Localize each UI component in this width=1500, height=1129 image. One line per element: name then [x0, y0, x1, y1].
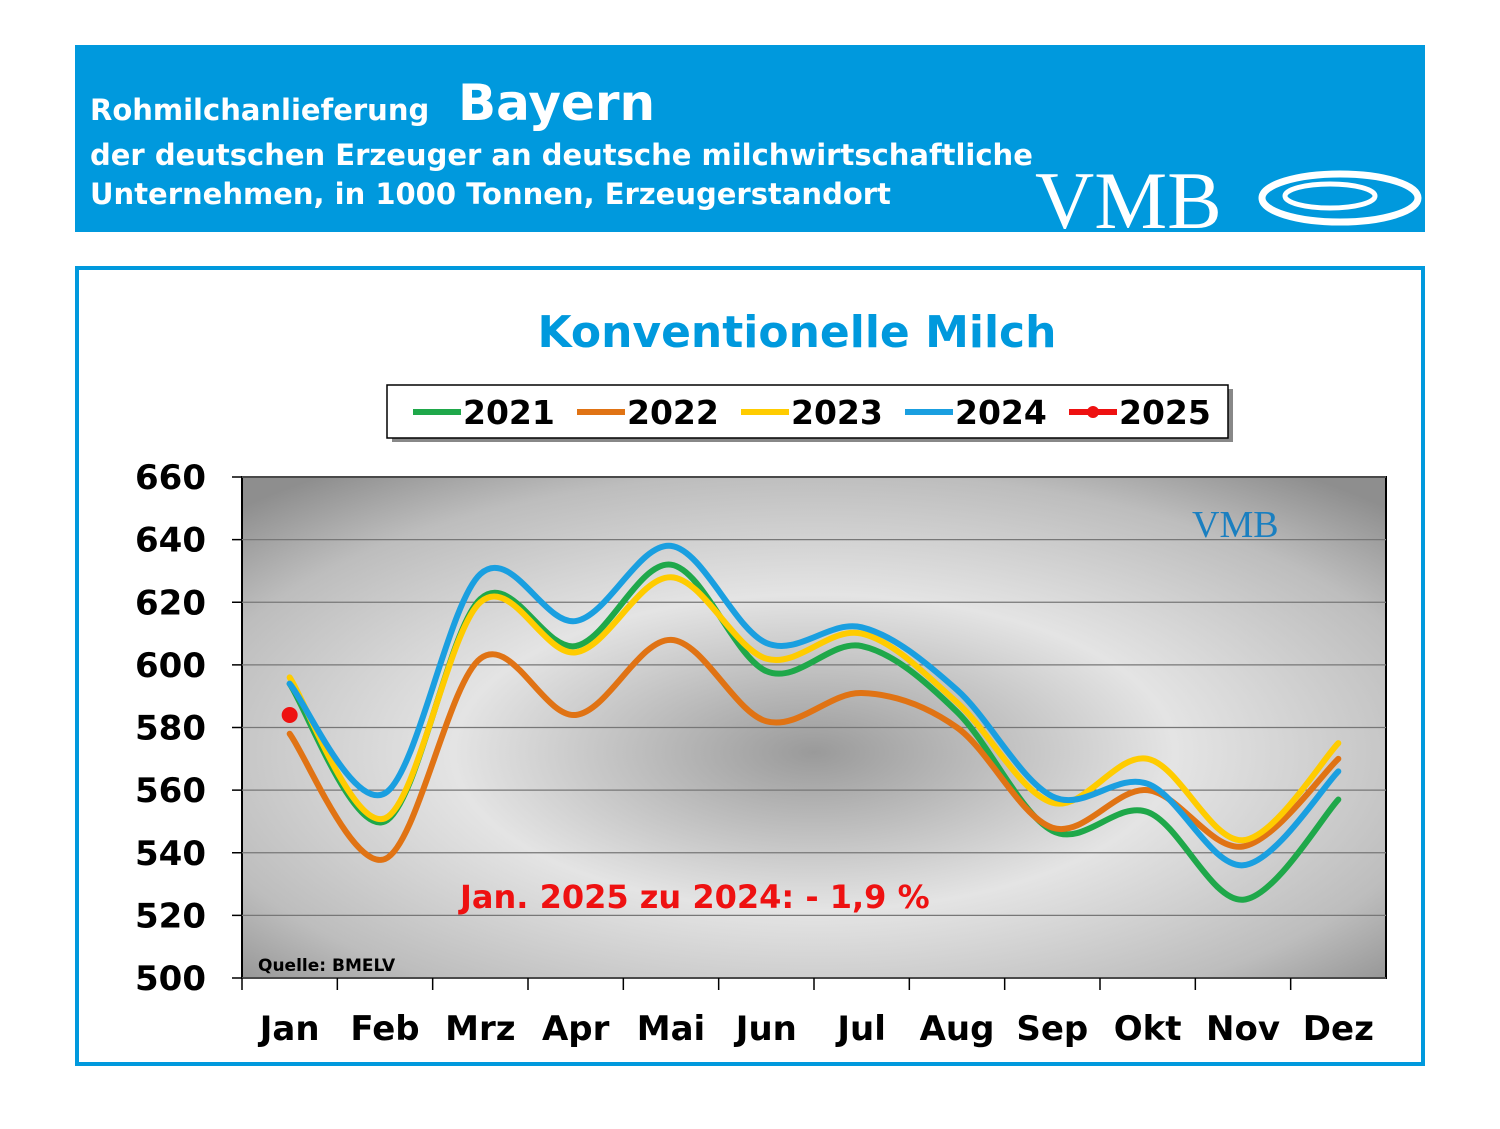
y-tick-label: 620: [135, 583, 206, 623]
x-tick-label: Feb: [350, 1009, 419, 1049]
x-tick-label: Apr: [542, 1009, 610, 1049]
legend-marker: [1087, 406, 1099, 418]
legend-label: 2025: [1119, 393, 1211, 432]
chart-title: Konventionelle Milch: [538, 307, 1057, 358]
header-line: Unternehmen, in 1000 Tonnen, Erzeugersta…: [90, 177, 891, 211]
header-region: Bayern: [458, 74, 655, 132]
logo-swirl: [1282, 181, 1378, 211]
legend-label: 2022: [627, 393, 719, 432]
x-tick-label: Jan: [258, 1009, 320, 1049]
y-tick-label: 540: [135, 834, 206, 874]
logo-swirl: [1258, 170, 1422, 226]
line: [286, 542, 1342, 869]
header-title: Rohmilchanlieferung: [90, 93, 429, 127]
legend-label: 2023: [791, 393, 883, 432]
header-band: [75, 45, 1425, 232]
point: [281, 706, 298, 723]
y-tick-label: 560: [135, 771, 206, 811]
y-tick-label: 660: [135, 458, 206, 498]
line: [286, 636, 1342, 863]
x-tick-label: Okt: [1114, 1009, 1182, 1049]
y-tick-label: 600: [135, 646, 206, 686]
x-tick-label: Mai: [637, 1009, 705, 1049]
logo: VMB: [1035, 155, 1222, 246]
header-line: der deutschen Erzeuger an deutsche milch…: [90, 138, 1033, 172]
watermark: VMB: [1192, 504, 1279, 546]
x-tick-label: Sep: [1016, 1009, 1088, 1049]
y-tick-label: 500: [135, 959, 206, 999]
x-tick-label: Jun: [734, 1009, 797, 1049]
legend-label: 2021: [463, 393, 555, 432]
y-tick-label: 580: [135, 709, 206, 749]
x-tick-label: Aug: [920, 1009, 995, 1049]
x-tick-label: Nov: [1206, 1009, 1280, 1049]
x-tick-label: Dez: [1303, 1009, 1374, 1049]
x-tick-label: Mrz: [445, 1009, 515, 1049]
line: [286, 574, 1342, 844]
source: Quelle: BMELV: [258, 956, 396, 976]
legend-label: 2024: [955, 393, 1047, 432]
annotation: Jan. 2025 zu 2024: - 1,9 %: [458, 878, 930, 916]
y-tick-label: 640: [135, 521, 206, 561]
y-tick-label: 520: [135, 896, 206, 936]
x-tick-label: Jul: [835, 1009, 886, 1049]
